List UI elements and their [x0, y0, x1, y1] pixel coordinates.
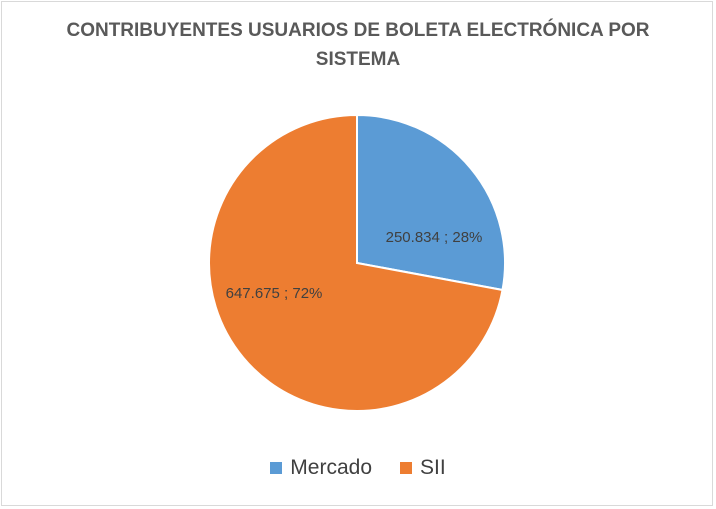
legend-label-sii: SII	[420, 456, 446, 479]
legend-item-sii: SII	[400, 456, 446, 480]
legend-swatch-mercado	[270, 462, 283, 474]
legend-swatch-sii	[400, 462, 412, 474]
chart-title: CONTRIBUYENTES USUARIOS DE BOLETA ELECTR…	[66, 20, 650, 70]
pie-slice-sii	[208, 113, 504, 412]
data-label-mercado: 250.834 ; 28%	[386, 229, 483, 246]
pie-slice-mercado	[356, 113, 506, 292]
legend-item-mercado: Mercado	[270, 456, 372, 480]
data-label-sii: 647.675 ; 72%	[226, 285, 323, 302]
legend-label-mercado: Mercado	[290, 456, 372, 479]
legend: Mercado SII	[0, 456, 716, 480]
